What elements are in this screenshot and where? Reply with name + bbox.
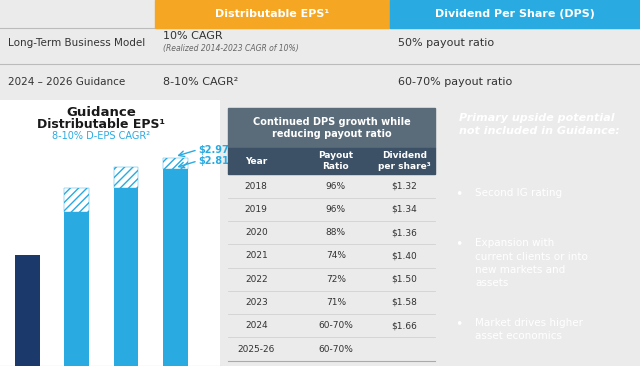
Text: Distributable EPS¹: Distributable EPS¹ <box>37 117 165 131</box>
Text: Continued DPS growth while
reducing payout ratio: Continued DPS growth while reducing payo… <box>253 116 410 139</box>
Text: Long-Term Business Model: Long-Term Business Model <box>8 38 145 48</box>
Text: Distributable EPS¹: Distributable EPS¹ <box>216 9 330 19</box>
Text: 8-10% CAGR²: 8-10% CAGR² <box>163 77 238 87</box>
Text: Dividend
per share³: Dividend per share³ <box>378 152 431 171</box>
Bar <box>390 0 640 28</box>
Text: Guidance: Guidance <box>67 106 136 119</box>
Text: 96%: 96% <box>326 182 346 191</box>
Text: $1.32: $1.32 <box>392 182 417 191</box>
Text: 60-70%: 60-70% <box>318 344 353 354</box>
Text: $2.97: $2.97 <box>199 145 230 155</box>
Bar <box>228 108 435 148</box>
Text: $1.40: $1.40 <box>392 251 417 261</box>
Bar <box>64 212 89 366</box>
Text: 2021: 2021 <box>245 251 268 261</box>
Text: $1.58: $1.58 <box>392 298 417 307</box>
Text: 71%: 71% <box>326 298 346 307</box>
Bar <box>114 187 138 366</box>
Text: •: • <box>455 188 463 201</box>
Text: Primary upside potential
not included in Guidance:: Primary upside potential not included in… <box>459 113 620 137</box>
Bar <box>15 255 40 366</box>
Text: $1.66: $1.66 <box>392 321 417 330</box>
Text: $1.36: $1.36 <box>392 228 417 237</box>
Bar <box>228 148 435 175</box>
Text: Dividend Per Share (DPS): Dividend Per Share (DPS) <box>435 9 595 19</box>
Text: 60-70% payout ratio: 60-70% payout ratio <box>398 77 512 87</box>
Bar <box>163 169 188 366</box>
Text: 88%: 88% <box>326 228 346 237</box>
Text: $1.50: $1.50 <box>392 275 417 284</box>
Text: •: • <box>455 318 463 331</box>
Text: 2024: 2024 <box>245 321 268 330</box>
Text: 2023: 2023 <box>245 298 268 307</box>
Text: 50% payout ratio: 50% payout ratio <box>398 38 494 48</box>
Text: Second IG rating: Second IG rating <box>475 188 563 198</box>
Text: 2020: 2020 <box>245 228 268 237</box>
Bar <box>155 0 390 28</box>
Text: 2019: 2019 <box>245 205 268 214</box>
Text: $2.81: $2.81 <box>199 156 230 166</box>
Bar <box>64 187 89 212</box>
Text: 74%: 74% <box>326 251 346 261</box>
Text: 72%: 72% <box>326 275 346 284</box>
Text: 2024 – 2026 Guidance: 2024 – 2026 Guidance <box>8 77 125 87</box>
Text: 10% CAGR: 10% CAGR <box>163 31 223 41</box>
Text: Year: Year <box>245 157 268 166</box>
Text: •: • <box>455 238 463 251</box>
Text: Payout
Ratio: Payout Ratio <box>318 152 353 171</box>
Text: $1.34: $1.34 <box>392 205 417 214</box>
Text: 2018: 2018 <box>245 182 268 191</box>
Text: 60-70%: 60-70% <box>318 321 353 330</box>
Text: 2022: 2022 <box>245 275 268 284</box>
Text: Expansion with
current clients or into
new markets and
assets: Expansion with current clients or into n… <box>475 238 588 288</box>
Text: 96%: 96% <box>326 205 346 214</box>
Bar <box>114 167 138 187</box>
Text: 8-10% D-EPS CAGR²: 8-10% D-EPS CAGR² <box>52 131 150 141</box>
Text: 2025-26: 2025-26 <box>237 344 275 354</box>
Text: (Realized 2014-2023 CAGR of 10%): (Realized 2014-2023 CAGR of 10%) <box>163 44 299 52</box>
Bar <box>163 158 188 169</box>
Text: Market drives higher
asset economics: Market drives higher asset economics <box>475 318 583 341</box>
